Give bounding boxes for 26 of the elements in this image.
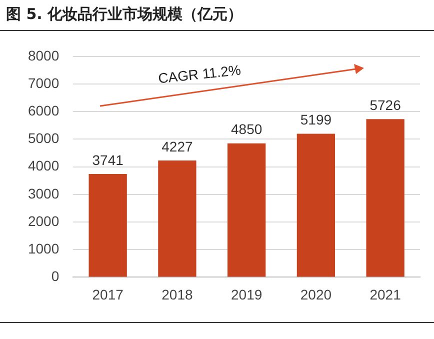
y-tick-label: 5000 (28, 130, 60, 146)
data-label: 4227 (162, 138, 193, 154)
data-label: 3741 (92, 152, 124, 168)
data-label: 4850 (230, 121, 262, 138)
bar (296, 134, 336, 277)
y-tick-label: 4000 (28, 158, 60, 174)
y-tick-label: 6000 (28, 102, 60, 118)
data-label: 5199 (300, 112, 332, 128)
y-tick-label: 3000 (28, 185, 60, 202)
y-tick-label: 8000 (28, 47, 60, 64)
chart-title: 图 5. 化妆品行业市场规模（亿元） (6, 5, 243, 24)
x-tick-label: 2021 (370, 286, 402, 302)
annotation: CAGR 11.2% (157, 62, 242, 86)
x-tick-label: 2020 (300, 286, 332, 302)
y-tick-label: 7000 (28, 74, 60, 91)
bar (227, 143, 266, 277)
y-tick-label: 2000 (28, 212, 60, 229)
bar (88, 174, 127, 277)
y-tick-label: 0 (51, 268, 60, 284)
x-tick-label: 2019 (230, 286, 262, 302)
data-label: 5726 (370, 97, 402, 114)
y-tick-label: 1000 (28, 240, 60, 256)
x-tick-label: 2017 (92, 286, 124, 302)
bar (366, 119, 404, 277)
x-tick-label: 2018 (162, 286, 193, 302)
bar (158, 160, 196, 277)
